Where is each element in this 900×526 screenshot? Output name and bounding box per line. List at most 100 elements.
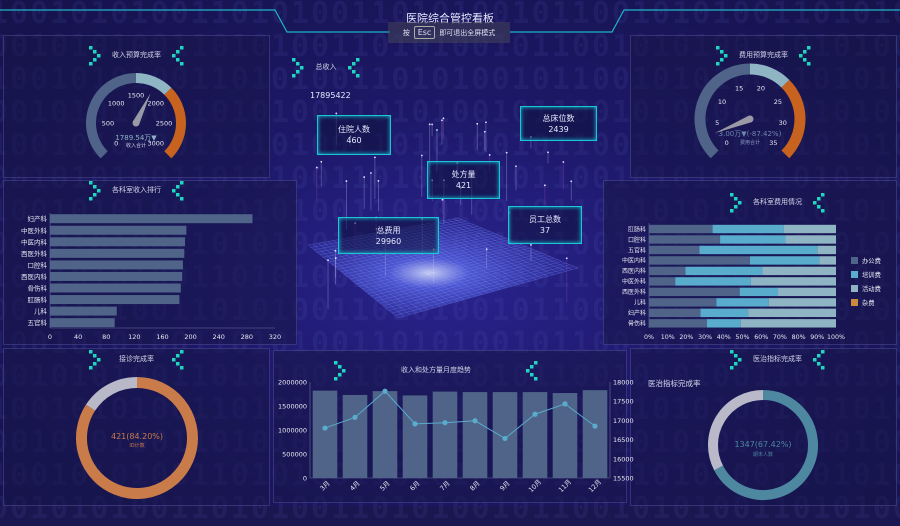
visit-rate-value: 421(84.20%): [110, 432, 163, 441]
bar: [50, 214, 253, 224]
stacked-segment: [748, 308, 836, 318]
light-particle: [345, 180, 348, 182]
gauge-tick-label: 500: [102, 120, 114, 128]
grid-line: [343, 237, 507, 275]
stacked-segment: [649, 256, 750, 265]
category-label: 西医内科: [622, 267, 646, 275]
grid-line: [370, 252, 543, 297]
x-tick-label: 9月: [498, 479, 511, 492]
grid-line: [312, 243, 405, 317]
gauge-needle: [714, 115, 752, 134]
stacked-segment: [749, 256, 820, 265]
category-label: 妇产科: [28, 214, 48, 223]
dept-income-title: 各科室收入排行: [89, 181, 184, 201]
title-text: 费用预算完成率: [739, 51, 788, 59]
left-tick-label: 500000: [282, 451, 307, 459]
grid-line: [447, 219, 567, 272]
gauge-tick-label: 10: [718, 98, 726, 106]
line-point: [472, 418, 478, 424]
chevron-left-icon: [526, 361, 538, 381]
stacked-segment: [750, 277, 836, 286]
bar: [522, 392, 548, 478]
category-label: 五官科: [28, 318, 48, 327]
card-label: 总费用: [376, 225, 401, 235]
light-particle: [441, 119, 443, 122]
x-tick-label: 120: [128, 333, 140, 341]
stacked-segment: [649, 308, 701, 318]
grid-line: [349, 241, 515, 280]
grid-line: [452, 218, 573, 270]
chevron-left-icon: [799, 46, 811, 66]
hint-suffix: 即可退出全屏模式: [439, 28, 496, 37]
title-text: 各科室收入排行: [112, 186, 161, 194]
bar: [50, 248, 185, 258]
card-value: 460: [346, 136, 362, 145]
gauge-tick-label: 5: [715, 119, 719, 127]
legend-swatch: [851, 285, 858, 292]
stacked-segment: [768, 298, 836, 307]
stat-card-total-cost[interactable]: 总费用 29960: [338, 217, 439, 254]
x-tick-label: 50%: [736, 334, 750, 341]
gauge-tick-label: 25: [774, 98, 782, 106]
monthly-trend-chart: 0 500000 1000000 1500000 2000000 15500 16000 16…: [278, 379, 634, 495]
grid-line: [358, 246, 527, 287]
line-point: [562, 401, 568, 407]
gauge-band: [694, 63, 751, 159]
chevron-left-icon: [172, 350, 184, 370]
light-particle: [334, 249, 337, 252]
light-particle: [505, 151, 508, 154]
stacked-segment: [785, 235, 836, 244]
gauge-tick-label: 15: [735, 84, 743, 92]
light-particle: [315, 166, 318, 169]
left-tick-label: 2000000: [278, 379, 307, 387]
gauge-band: [749, 63, 790, 88]
stat-card-inpatients[interactable]: 住院人数 460: [317, 115, 391, 155]
x-tick-label: 8月: [468, 479, 481, 492]
grid-line: [422, 224, 537, 280]
x-tick-label: 30%: [698, 334, 712, 341]
light-particle: [320, 160, 323, 163]
line-point: [412, 421, 418, 427]
stat-card-staff[interactable]: 员工总数 37: [508, 206, 582, 244]
donut-slice: [85, 377, 138, 411]
legend-swatch: [851, 299, 858, 306]
card-label: 员工总数: [529, 215, 561, 224]
bar: [50, 306, 117, 316]
monthly-trend-title: 收入和处方量月度趋势: [334, 361, 538, 381]
light-particle: [562, 161, 565, 163]
line-point: [382, 388, 388, 394]
light-particle: [334, 257, 337, 260]
bar: [50, 237, 185, 247]
stat-card-prescriptions[interactable]: 处方量 421: [427, 161, 500, 199]
chevron-right-icon: [89, 350, 101, 370]
title-text: 总收入: [315, 63, 337, 71]
right-tick-label: 15500: [613, 475, 634, 483]
category-label: 中医内科: [21, 237, 48, 246]
stacked-segment: [700, 308, 749, 318]
gauge-tick-label: 20: [757, 84, 765, 92]
x-tick-label: 12月: [587, 478, 603, 494]
light-particle: [485, 121, 487, 124]
stacked-segment: [720, 235, 786, 244]
category-label: 肛肠科: [28, 295, 48, 304]
left-tick-label: 0: [303, 475, 307, 483]
line-point: [532, 411, 538, 417]
grid-line: [397, 267, 579, 319]
grid-line: [388, 262, 567, 311]
light-particle: [442, 117, 445, 120]
grid-line: [385, 261, 563, 309]
esc-key-badge[interactable]: Esc: [413, 26, 436, 39]
grid-line: [322, 242, 417, 314]
stat-card-beds[interactable]: 总床位数 2439: [520, 106, 597, 141]
stacked-segment: [649, 235, 721, 244]
grid-line: [355, 244, 523, 285]
light-particle: [485, 248, 488, 251]
chevron-right-icon: [89, 181, 101, 201]
stacked-segment: [783, 224, 836, 234]
bar: [50, 225, 187, 235]
category-label: 五官科: [628, 246, 646, 254]
stacked-segment: [706, 319, 741, 328]
legend-swatch: [851, 257, 858, 264]
